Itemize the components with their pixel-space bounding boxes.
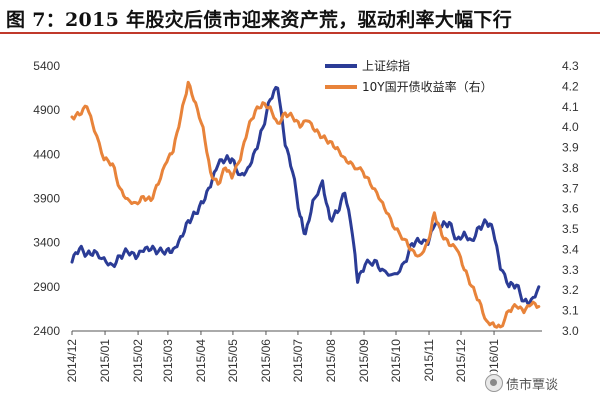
x-tick-label: 2015/02 xyxy=(131,339,145,383)
y-left-tick-label: 3900 xyxy=(33,192,60,206)
y-right-tick-label: 3.8 xyxy=(562,161,579,175)
x-tick-label: 2015/05 xyxy=(226,339,240,383)
y-right-tick-label: 4.3 xyxy=(562,59,579,73)
y-right-tick-label: 3.9 xyxy=(562,141,579,155)
x-tick-label: 2014/12 xyxy=(65,339,79,383)
legend-label: 10Y国开债收益率（右） xyxy=(362,79,493,94)
x-tick-label: 2015/09 xyxy=(357,339,371,383)
y-left-tick-label: 4900 xyxy=(33,103,60,117)
y-right-tick-label: 3.0 xyxy=(562,324,579,338)
y-left-tick-label: 2900 xyxy=(33,280,60,294)
y-left-tick-label: 5400 xyxy=(33,59,60,73)
y-right-tick-label: 4.0 xyxy=(562,120,579,134)
x-tick-label: 2015/01 xyxy=(98,339,112,383)
watermark: 债市覃谈 xyxy=(482,372,562,394)
legend: 上证综指 10Y国开债收益率（右） xyxy=(325,58,493,94)
x-tick-label: 2015/08 xyxy=(324,339,338,383)
x-tick-label: 2015/10 xyxy=(389,339,403,383)
x-tick-label: 2015/06 xyxy=(259,339,273,383)
wechat-logo-icon xyxy=(485,374,503,392)
x-tick-label: 2015/03 xyxy=(161,339,175,383)
x-tick-label: 2015/04 xyxy=(194,339,208,383)
y-right-tick-label: 3.4 xyxy=(562,242,579,256)
chart-title: 图 7：2015 年股灾后债市迎来资产荒，驱动利率大幅下行 xyxy=(6,9,513,31)
axes: 2400 2900 3400 3900 4400 4900 5400 3.0 3.1 3.2 3.3… xyxy=(33,59,579,382)
y-right-tick-label: 3.3 xyxy=(562,263,579,277)
y-right-tick-label: 3.6 xyxy=(562,202,579,216)
y-left-tick-label: 2400 xyxy=(33,324,60,338)
series-line-0 xyxy=(70,85,541,305)
x-tick-label: 2015/07 xyxy=(291,339,305,383)
y-right-tick-label: 3.1 xyxy=(562,304,579,318)
y-right-tick-label: 3.5 xyxy=(562,222,579,236)
y-right-tick-label: 4.1 xyxy=(562,100,579,114)
y-left-tick-label: 3400 xyxy=(33,236,60,250)
x-tick-label: 2016/01 xyxy=(487,339,501,383)
y-right-tick-label: 4.2 xyxy=(562,79,579,93)
watermark-text: 债市覃谈 xyxy=(506,377,559,393)
legend-label: 上证综指 xyxy=(362,58,410,73)
y-right-tick-label: 3.7 xyxy=(562,181,579,195)
title-bar: 图 7：2015 年股灾后债市迎来资产荒，驱动利率大幅下行 xyxy=(0,0,600,34)
series-layer xyxy=(70,80,541,329)
y-right-tick-label: 3.2 xyxy=(562,283,579,297)
y-left-tick-label: 4400 xyxy=(33,147,60,161)
x-tick-label: 2015/12 xyxy=(454,339,468,383)
series-line-1 xyxy=(70,80,541,329)
x-tick-label: 2015/11 xyxy=(422,339,436,382)
